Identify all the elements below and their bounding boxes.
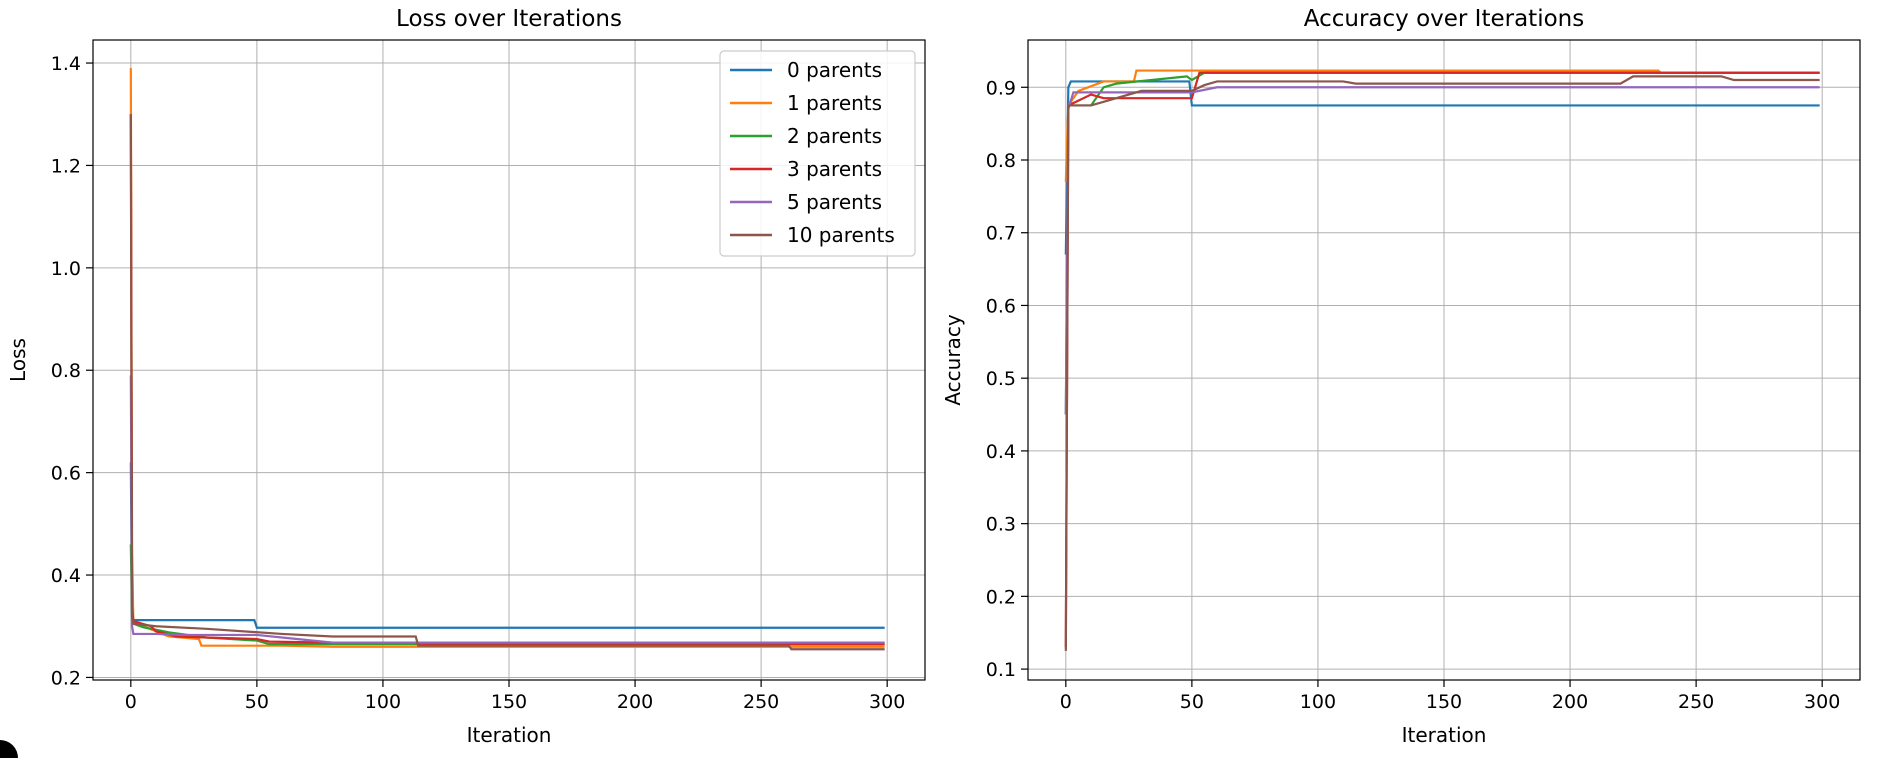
x-tick-label: 250	[743, 691, 779, 713]
x-tick-label: 50	[1180, 691, 1204, 713]
series-line-3-parents	[1064, 71, 1820, 648]
y-tick-label: 1.2	[51, 155, 81, 177]
legend-label: 2 parents	[787, 124, 882, 148]
series-line-5-parents	[129, 375, 885, 644]
series-line-10-parents	[1064, 75, 1820, 651]
x-tick-label: 150	[1426, 691, 1462, 713]
legend-label: 10 parents	[787, 223, 895, 247]
series-line-2-parents	[129, 544, 885, 646]
y-tick-label: 0.1	[986, 659, 1016, 681]
x-tick-label: 100	[1300, 691, 1336, 713]
x-axis-label: Iteration	[467, 723, 552, 747]
x-tick-label: 0	[125, 691, 137, 713]
y-tick-label: 0.8	[986, 150, 1016, 172]
y-tick-label: 1.4	[51, 53, 81, 75]
series-line-3-parents	[129, 114, 885, 646]
y-axis-label: Loss	[6, 338, 30, 382]
x-tick-label: 300	[869, 691, 905, 713]
series-line-5-parents	[1064, 86, 1820, 415]
x-tick-label: 200	[617, 691, 653, 713]
x-tick-label: 300	[1804, 691, 1840, 713]
x-tick-label: 150	[491, 691, 527, 713]
loss-chart: 0 50 100 150 200 250 300 0.2 0.4 0.6 0.8 1.0 1.2 1.4 L…	[6, 6, 926, 747]
y-tick-label: 0.2	[51, 667, 81, 689]
accuracy-chart: 0 50 100 150 200 250 300 0.1 0.2 0.3 0.4 0.5 0.6 0.7 0…	[941, 6, 1861, 747]
y-tick-label: 0.3	[986, 514, 1016, 536]
x-tick-label: 0	[1060, 691, 1072, 713]
y-tick-label: 0.7	[986, 223, 1016, 245]
x-axis-label: Iteration	[1402, 723, 1487, 747]
legend-label: 1 parents	[787, 91, 882, 115]
y-tick-label: 0.4	[51, 565, 81, 587]
y-tick-label: 0.4	[986, 441, 1016, 463]
chart-title: Loss over Iterations	[396, 6, 622, 32]
y-tick-label: 0.8	[51, 360, 81, 382]
legend-label: 3 parents	[787, 157, 882, 181]
x-tick-label: 100	[365, 691, 401, 713]
y-tick-label: 1.0	[51, 258, 81, 280]
x-tick-label: 50	[245, 691, 269, 713]
y-tick-label: 0.6	[986, 295, 1016, 317]
legend-label: 0 parents	[787, 58, 882, 82]
y-tick-label: 0.2	[986, 586, 1016, 608]
chart-title: Accuracy over Iterations	[1304, 6, 1584, 32]
y-tick-label: 0.6	[51, 463, 81, 485]
series-line-0-parents	[129, 462, 885, 629]
series-line-0-parents	[1064, 80, 1820, 255]
y-axis-label: Accuracy	[941, 314, 965, 405]
series-line-10-parents	[129, 114, 885, 651]
y-tick-label: 0.9	[986, 77, 1016, 99]
series-line-2-parents	[1064, 71, 1820, 415]
legend-label: 5 parents	[787, 190, 882, 214]
x-tick-label: 200	[1552, 691, 1588, 713]
x-tick-label: 250	[1678, 691, 1714, 713]
y-tick-label: 0.5	[986, 368, 1016, 390]
